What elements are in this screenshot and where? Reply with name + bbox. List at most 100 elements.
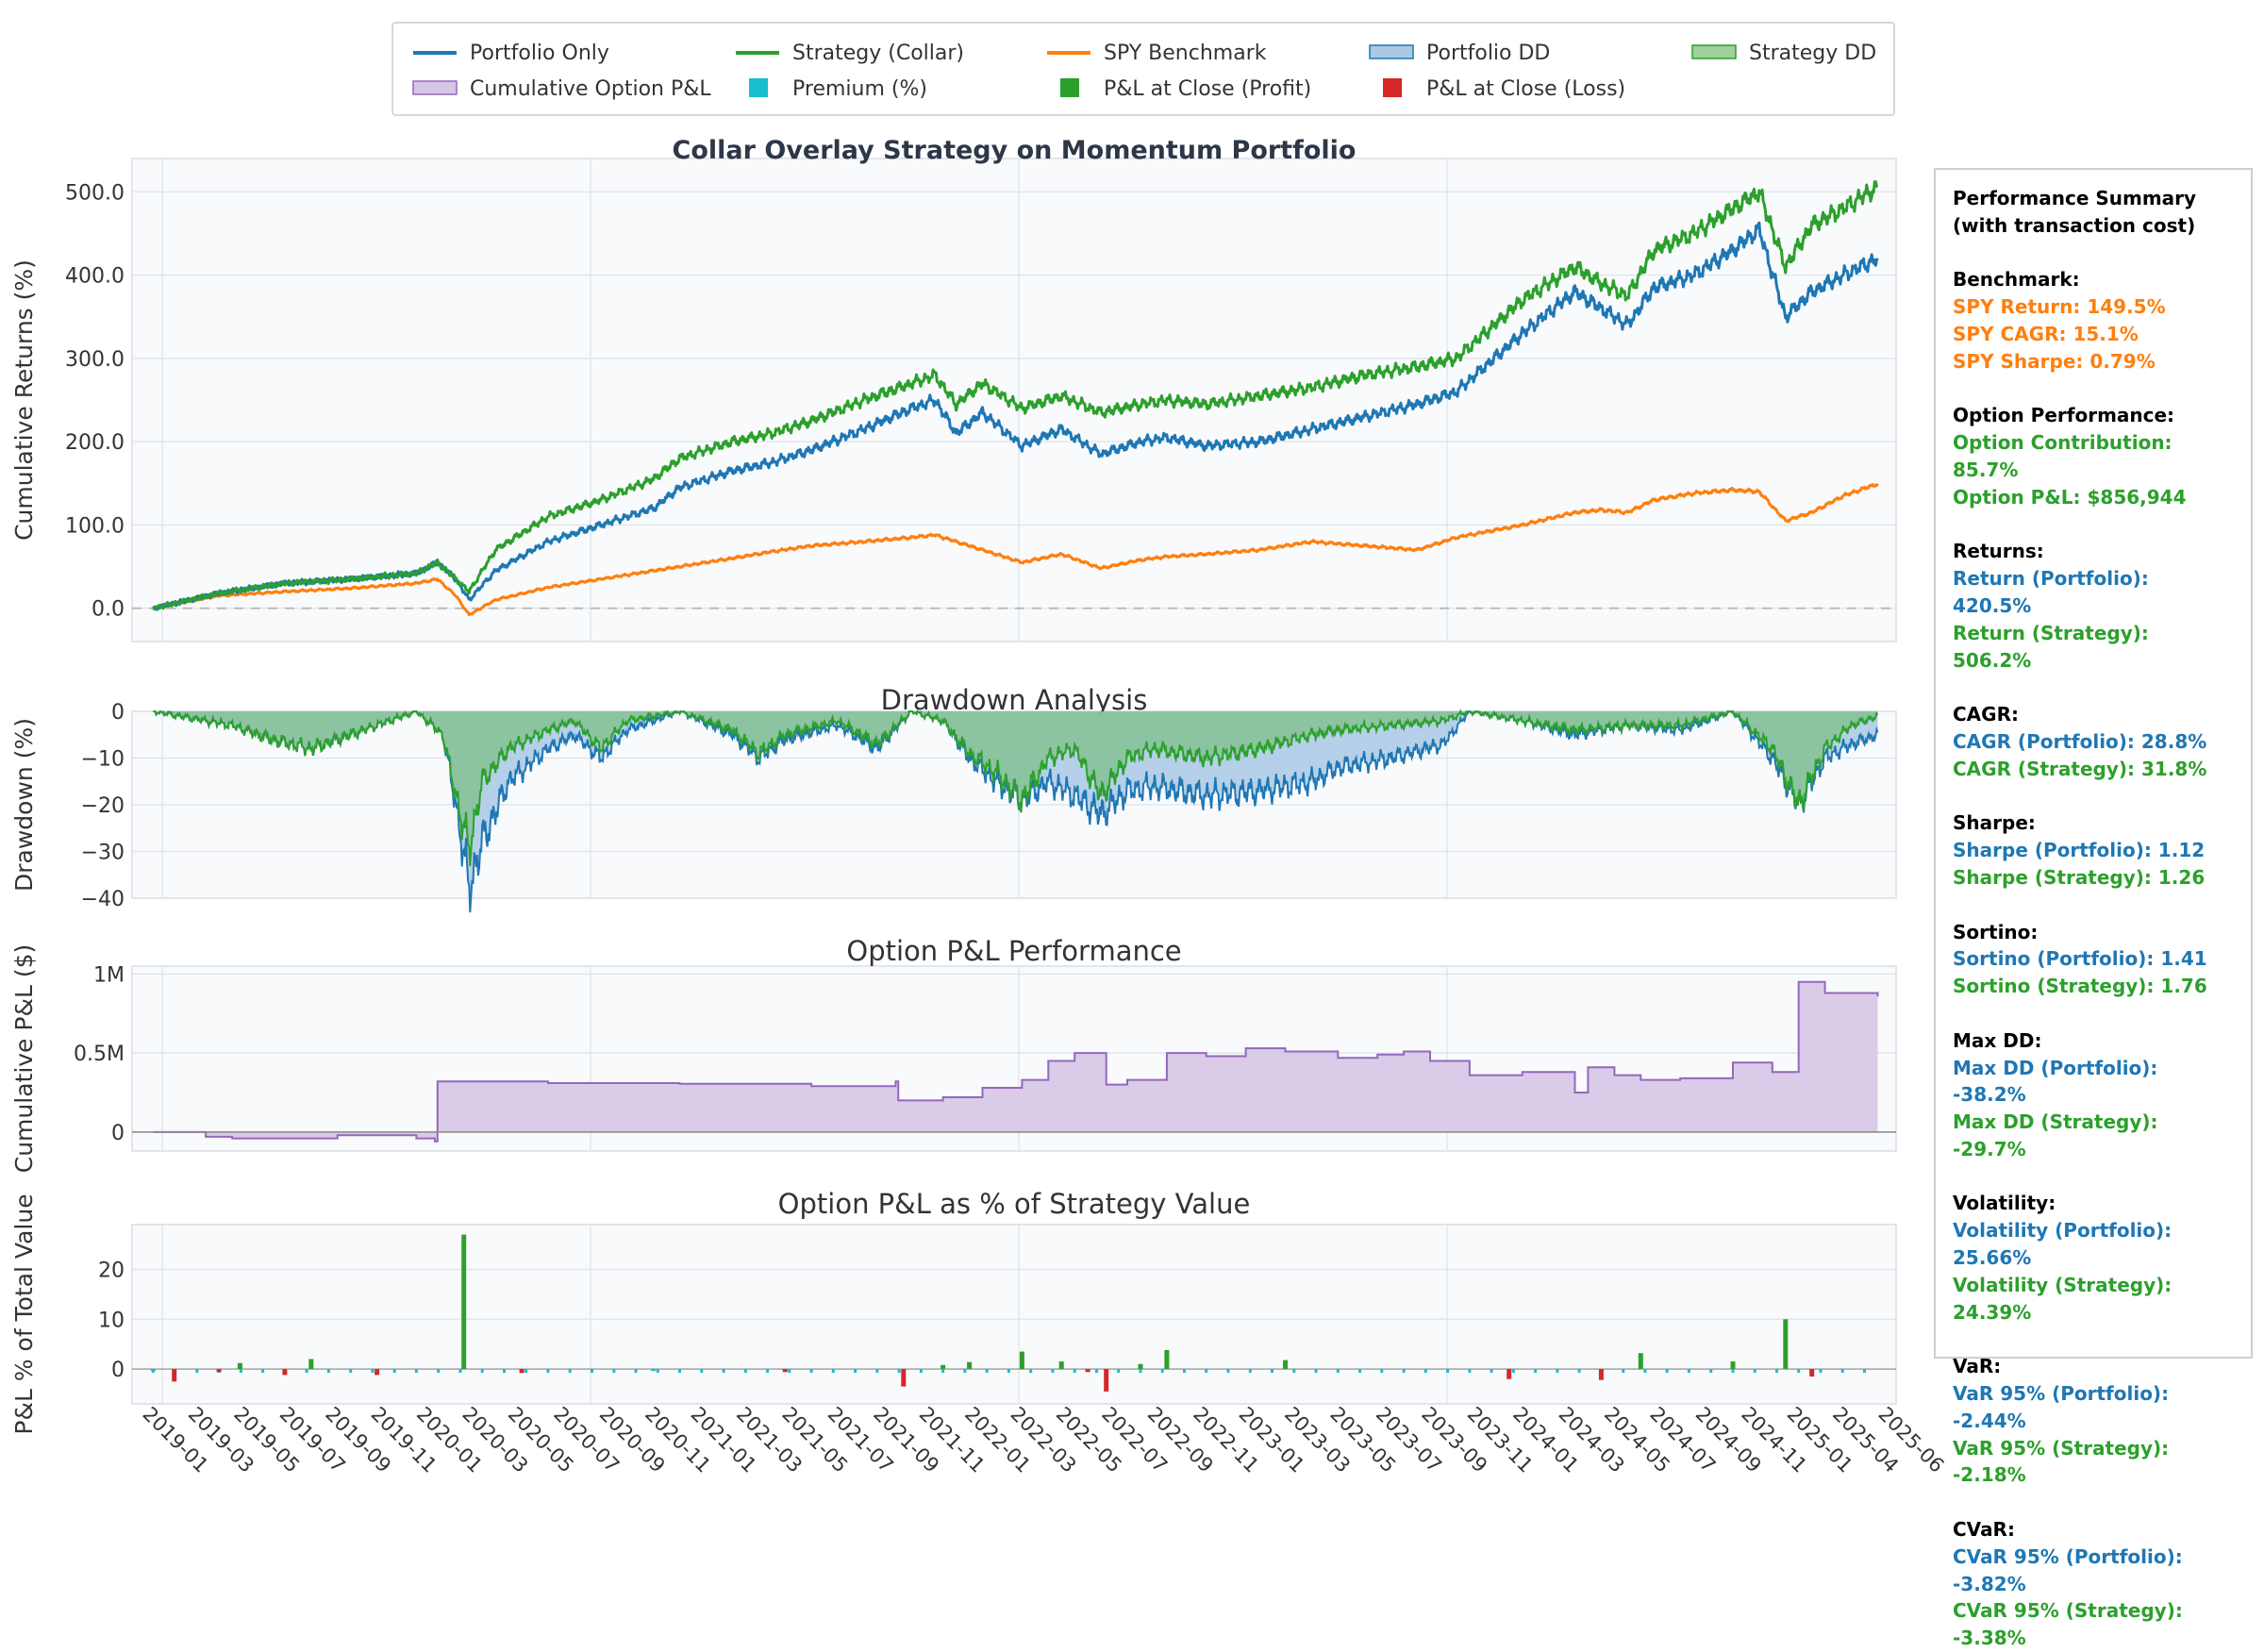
premium-bar xyxy=(919,1369,923,1374)
pnl-bar-loss xyxy=(1809,1369,1815,1377)
panel-title: Collar Overlay Strategy on Momentum Port… xyxy=(673,136,1357,165)
summary-metric: Sortino (Portfolio): 1.41 xyxy=(1953,947,2207,971)
pnl-bar-loss xyxy=(1104,1369,1109,1392)
premium-bar xyxy=(1840,1369,1844,1374)
legend-label: SPY Benchmark xyxy=(1104,42,1267,65)
summary-section-header: CVaR: xyxy=(1953,1518,2015,1542)
legend: Portfolio Only Strategy (Collar) SPY Bench… xyxy=(391,22,1895,116)
premium-bar xyxy=(1556,1369,1559,1374)
summary-metric: CVaR 95% (Portfolio): -3.82% xyxy=(1953,1544,2183,1595)
legend-label: Strategy (Collar) xyxy=(792,42,964,65)
x-axis-date-labels: 2019-012019-032019-052019-072019-092019-… xyxy=(138,1403,1948,1477)
premium-bar xyxy=(326,1369,330,1374)
legend-entry: Strategy DD xyxy=(1691,42,1876,65)
strategy-drawdown-line xyxy=(153,709,1879,867)
premium-bar xyxy=(392,1369,396,1374)
premium-bar xyxy=(1643,1369,1647,1374)
premium-bar xyxy=(1753,1369,1756,1374)
summary-subtitle: (with transaction cost) xyxy=(1953,213,2196,237)
legend-label: Premium (%) xyxy=(792,77,927,101)
premium-bar xyxy=(875,1369,879,1374)
pnl-bar-profit xyxy=(1783,1319,1789,1370)
summary-section-header: Max DD: xyxy=(1953,1028,2042,1052)
summary-spacer xyxy=(1953,1000,2234,1027)
y-tick-label: 10 xyxy=(98,1309,125,1332)
y-tick-label: 0.0 xyxy=(92,598,125,622)
pnl-bar-profit xyxy=(941,1364,946,1369)
premium-bar xyxy=(809,1369,813,1374)
premium-bar xyxy=(612,1369,616,1374)
legend-entry: Cumulative Option P&L xyxy=(412,77,711,101)
summary-section-header: VaR: xyxy=(1953,1355,2002,1378)
y-tick-label: −10 xyxy=(81,748,125,772)
premium-bar xyxy=(1160,1369,1164,1374)
premium-bar xyxy=(371,1369,375,1374)
pnl-bar-profit xyxy=(237,1362,242,1369)
legend-entry: Portfolio Only xyxy=(413,42,609,65)
legend-entry: Premium (%) xyxy=(749,77,927,101)
y-tick-label: 0 xyxy=(111,1359,125,1382)
premium-bar xyxy=(305,1369,308,1374)
premium-bar xyxy=(722,1369,725,1374)
premium-bar xyxy=(1577,1369,1581,1374)
summary-section-header: Returns: xyxy=(1953,540,2044,563)
premium-bar xyxy=(1029,1369,1033,1374)
premium-bar xyxy=(1687,1369,1690,1374)
pnl-bar-profit xyxy=(1058,1361,1064,1369)
premium-bar xyxy=(261,1369,265,1374)
summary-spacer xyxy=(1953,674,2234,701)
summary-metric: SPY Sharpe: 0.79% xyxy=(1953,349,2156,373)
figure-canvas: Portfolio Only Strategy (Collar) SPY Bench… xyxy=(10,22,1948,1477)
y-tick-label: 500.0 xyxy=(65,181,125,205)
legend-label: Cumulative Option P&L xyxy=(470,77,711,101)
premium-bar xyxy=(1731,1369,1735,1374)
summary-metric: Max DD (Strategy): -29.7% xyxy=(1953,1110,2158,1160)
cumulative-returns-panel: 0.0 100.0 200.0 300.0 400.0 500.0 Cumulative R… xyxy=(10,136,1897,642)
premium-bar xyxy=(1665,1369,1669,1374)
premium-bar xyxy=(546,1369,550,1374)
premium-bar xyxy=(1775,1369,1778,1374)
y-tick-label: 300.0 xyxy=(65,348,125,372)
summary-metric: Max DD (Portfolio): -38.2% xyxy=(1953,1056,2158,1107)
summary-metric: Sortino (Strategy): 1.76 xyxy=(1953,975,2207,998)
legend-label: Portfolio Only xyxy=(470,42,609,65)
premium-bar xyxy=(1819,1369,1823,1374)
plot-area xyxy=(131,1224,1897,1405)
pnl-bar-loss xyxy=(519,1369,524,1374)
premium-bar xyxy=(985,1369,989,1374)
summary-metric: VaR 95% (Portfolio): -2.44% xyxy=(1953,1382,2170,1432)
premium-bar xyxy=(1490,1369,1493,1374)
pnl-bar-profit xyxy=(1638,1353,1643,1370)
y-tick-label: 0.5M xyxy=(74,1043,125,1066)
premium-bar xyxy=(1117,1369,1121,1374)
premium-bar xyxy=(941,1369,945,1374)
premium-bar xyxy=(480,1369,484,1374)
summary-spacer xyxy=(1953,892,2234,919)
premium-bar xyxy=(897,1369,901,1374)
y-tick-label: 200.0 xyxy=(65,431,125,455)
premium-bar xyxy=(1271,1369,1274,1374)
legend-square-swatch xyxy=(1060,78,1079,97)
summary-metric: Return (Strategy): 506.2% xyxy=(1953,621,2149,672)
pnl-bar-loss xyxy=(172,1369,177,1382)
premium-bar xyxy=(1446,1369,1450,1374)
y-tick-label: −40 xyxy=(81,888,125,911)
pnl-bar-loss xyxy=(901,1369,907,1387)
summary-metric: CAGR (Strategy): 31.8% xyxy=(1953,757,2207,780)
pnl-bar-profit xyxy=(1019,1351,1024,1370)
premium-bar xyxy=(963,1369,967,1374)
pnl-bar-loss xyxy=(282,1369,288,1376)
premium-bar xyxy=(503,1369,506,1374)
summary-sections: Benchmark: SPY Return: 149.5% SPY CAGR: 15… xyxy=(1953,240,2234,1652)
summary-section-header: Option Performance: xyxy=(1953,404,2175,427)
panel-title: Option P&L Performance xyxy=(846,935,1181,967)
pnl-bar-loss xyxy=(782,1369,788,1373)
premium-bar xyxy=(1095,1369,1098,1374)
y-tick-label: 400.0 xyxy=(65,265,125,289)
pnl-bar-profit xyxy=(461,1234,467,1370)
premium-bar xyxy=(1336,1369,1340,1374)
summary-metric: CVaR 95% (Strategy): -3.38% xyxy=(1953,1599,2183,1650)
premium-bar xyxy=(700,1369,704,1374)
summary-spacer xyxy=(1953,511,2234,539)
premium-bar xyxy=(831,1369,835,1374)
